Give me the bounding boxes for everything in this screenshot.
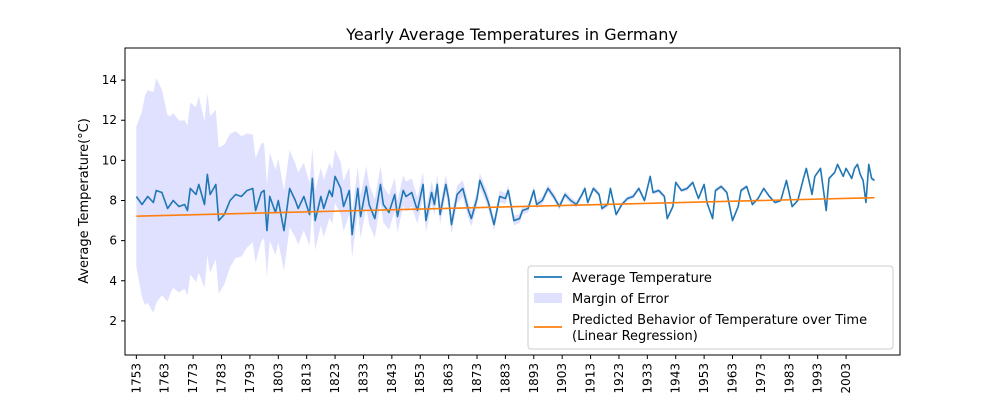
legend-regression-label-line1: Predicted Behavior of Temperature over T…: [572, 313, 867, 328]
x-tick-label: 1973: [754, 363, 768, 394]
x-tick-label: 1893: [527, 363, 541, 394]
x-tick-label: 1853: [413, 363, 427, 394]
chart-title: Yearly Average Temperatures in Germany: [345, 25, 678, 44]
x-tick-label: 1753: [129, 363, 143, 394]
legend-moe-label: Margin of Error: [572, 292, 670, 307]
legend-box: [527, 265, 894, 350]
x-tick-label: 1933: [640, 363, 654, 394]
x-tick-label: 1983: [782, 363, 796, 394]
plot-area: [135, 78, 875, 313]
x-tick-label: 1953: [697, 363, 711, 394]
x-tick-label: 1943: [669, 363, 683, 394]
x-tick-label: 1863: [442, 363, 456, 394]
x-tick-label: 1783: [215, 363, 229, 394]
x-tick-label: 1763: [158, 363, 172, 394]
x-tick-label: 1823: [328, 363, 342, 394]
plot-frame: [124, 47, 901, 356]
y-tick-label: 4: [109, 274, 117, 288]
x-axis: 1753 1763 1773 1783 1793 1803 1813 1823 1833 1843…: [129, 355, 853, 394]
x-tick-label: 1833: [356, 363, 370, 394]
x-tick-label: 2003: [839, 363, 853, 394]
x-tick-label: 1843: [385, 363, 399, 394]
legend-moe-swatch: [534, 293, 562, 303]
x-tick-label: 1773: [186, 363, 200, 394]
x-tick-label: 1913: [584, 363, 598, 394]
x-tick-label: 1963: [726, 363, 740, 394]
x-tick-label: 1993: [811, 363, 825, 394]
legend-regression-label-line2: (Linear Regression): [572, 329, 698, 344]
y-axis-label: Average Temperature(°C): [77, 118, 92, 284]
y-tick-label: 6: [109, 234, 117, 248]
legend-avg-label: Average Temperature: [572, 271, 712, 286]
legend: Average Temperature Margin of Error Pred…: [527, 265, 894, 350]
x-tick-label: 1883: [498, 363, 512, 394]
x-tick-label: 1873: [470, 363, 484, 394]
y-tick-label: 2: [109, 314, 117, 328]
y-tick-label: 8: [109, 193, 117, 207]
regression-line: [136, 196, 875, 217]
x-tick-label: 1793: [243, 363, 257, 394]
margin-of-error-band: [136, 78, 875, 313]
y-tick-label: 14: [102, 73, 117, 87]
x-tick-label: 1803: [271, 363, 285, 394]
y-tick-label: 10: [102, 153, 117, 167]
x-tick-label: 1903: [555, 363, 569, 394]
y-axis: 2 4 6 8 10 12 14: [102, 73, 125, 328]
x-tick-label: 1813: [300, 363, 314, 394]
x-tick-label: 1923: [612, 363, 626, 394]
y-tick-label: 12: [102, 113, 117, 127]
